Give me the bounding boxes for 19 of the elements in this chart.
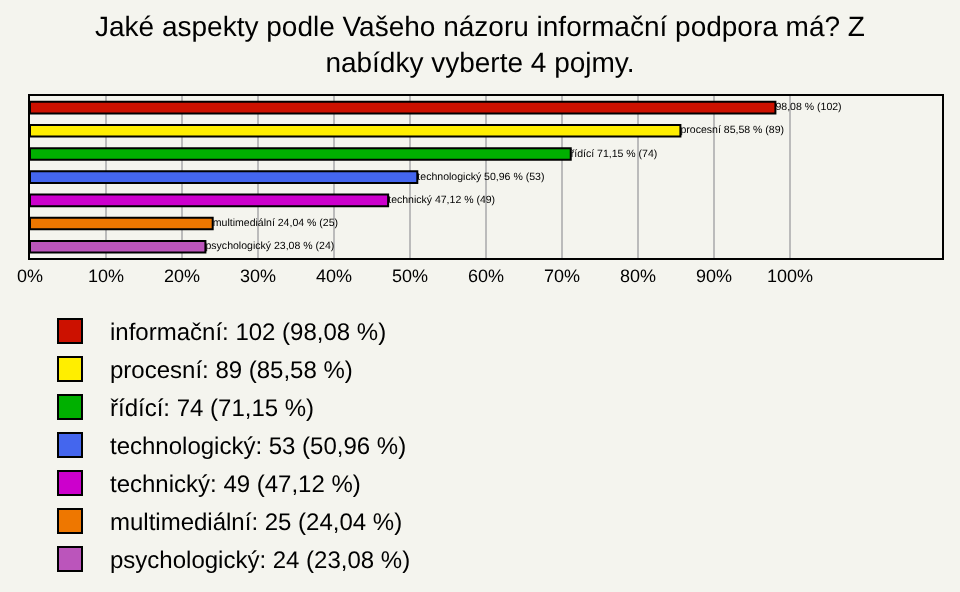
x-tick-label: 80% — [619, 265, 657, 286]
x-tick-label: 20% — [163, 265, 201, 286]
legend-label: technologický: 53 (50,96 %) — [110, 432, 407, 461]
x-tick-label: 50% — [391, 265, 429, 286]
legend-label: informační: 102 (98,08 %) — [110, 318, 387, 347]
x-tick-label: 0% — [16, 265, 44, 286]
legend-label: multimediální: 25 (24,04 %) — [110, 508, 403, 537]
legend-label: psychologický: 24 (23,08 %) — [110, 546, 411, 575]
legend-label: technický: 49 (47,12 %) — [110, 470, 361, 499]
legend-label: řídící: 74 (71,15 %) — [110, 394, 315, 423]
x-tick-label: 10% — [87, 265, 125, 286]
x-tick-label: 100% — [766, 265, 814, 286]
x-tick-label: 40% — [315, 265, 353, 286]
chart-title: Jaké aspekty podle Vašeho názoru informační podpora má? Z nabídky vyberte 4 pojmy. — [95, 9, 866, 78]
x-tick-label: 60% — [467, 265, 505, 286]
legend-label: procesní: 89 (85,58 %) — [110, 356, 353, 385]
x-tick-label: 70% — [543, 265, 581, 286]
x-tick-label: 30% — [239, 265, 277, 286]
x-tick-label: 90% — [695, 265, 733, 286]
